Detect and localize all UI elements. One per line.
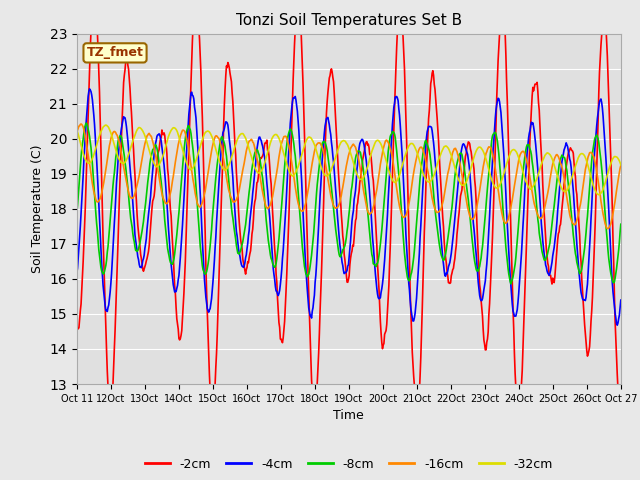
Line: -2cm: -2cm bbox=[77, 0, 621, 412]
-16cm bbox=[237, 175, 245, 181]
-32cm bbox=[285, 168, 292, 173]
-16cm bbox=[77, 121, 85, 127]
-2cm bbox=[617, 409, 625, 415]
-16cm bbox=[406, 198, 413, 204]
-4cm bbox=[86, 86, 93, 92]
-8cm bbox=[406, 278, 413, 284]
-32cm bbox=[595, 192, 603, 198]
-8cm bbox=[264, 238, 272, 243]
-4cm bbox=[237, 262, 245, 267]
-2cm bbox=[284, 233, 292, 239]
-32cm bbox=[102, 122, 109, 128]
Line: -16cm: -16cm bbox=[77, 124, 621, 228]
-8cm bbox=[237, 245, 245, 251]
-4cm bbox=[138, 265, 145, 271]
-2cm bbox=[264, 147, 271, 153]
-4cm bbox=[264, 197, 272, 203]
-32cm bbox=[138, 126, 145, 132]
-32cm bbox=[237, 131, 245, 137]
Line: -4cm: -4cm bbox=[77, 89, 621, 325]
-16cm bbox=[73, 129, 81, 135]
-2cm bbox=[436, 166, 444, 172]
-4cm bbox=[617, 297, 625, 303]
-16cm bbox=[617, 163, 625, 168]
Text: TZ_fmet: TZ_fmet bbox=[86, 47, 143, 60]
Legend: -2cm, -4cm, -8cm, -16cm, -32cm: -2cm, -4cm, -8cm, -16cm, -32cm bbox=[140, 453, 558, 476]
-16cm bbox=[264, 205, 272, 211]
-4cm bbox=[285, 145, 292, 151]
-16cm bbox=[436, 207, 444, 213]
Line: -8cm: -8cm bbox=[77, 123, 621, 284]
-2cm bbox=[406, 257, 413, 263]
Title: Tonzi Soil Temperatures Set B: Tonzi Soil Temperatures Set B bbox=[236, 13, 462, 28]
-4cm bbox=[73, 270, 81, 276]
-32cm bbox=[264, 147, 272, 153]
Y-axis label: Soil Temperature (C): Soil Temperature (C) bbox=[31, 144, 44, 273]
-16cm bbox=[604, 226, 612, 231]
-16cm bbox=[138, 160, 145, 166]
-8cm bbox=[73, 210, 81, 216]
-8cm bbox=[507, 281, 515, 287]
-32cm bbox=[436, 153, 444, 159]
Line: -32cm: -32cm bbox=[77, 125, 621, 195]
-8cm bbox=[617, 221, 625, 227]
-32cm bbox=[73, 127, 81, 132]
-32cm bbox=[406, 142, 413, 148]
-8cm bbox=[82, 120, 90, 126]
X-axis label: Time: Time bbox=[333, 409, 364, 422]
-16cm bbox=[285, 143, 292, 149]
-4cm bbox=[613, 322, 621, 328]
-2cm bbox=[237, 237, 244, 242]
-8cm bbox=[285, 130, 292, 135]
-4cm bbox=[406, 287, 413, 293]
-4cm bbox=[436, 222, 444, 228]
-2cm bbox=[73, 326, 81, 332]
-32cm bbox=[617, 162, 625, 168]
-8cm bbox=[436, 245, 444, 251]
-2cm bbox=[137, 252, 145, 257]
-8cm bbox=[138, 232, 145, 238]
